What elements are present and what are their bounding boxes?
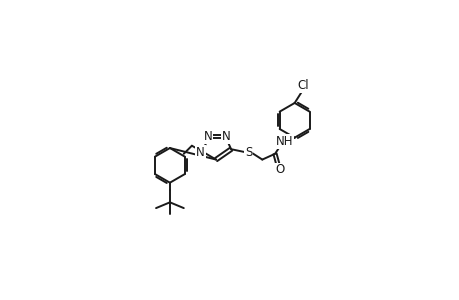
Text: N: N [196,146,204,159]
Text: S: S [244,146,252,159]
Text: N: N [203,130,212,143]
Text: Cl: Cl [296,79,308,92]
Text: N: N [222,130,230,143]
Text: O: O [274,164,284,176]
Text: NH: NH [275,135,292,148]
